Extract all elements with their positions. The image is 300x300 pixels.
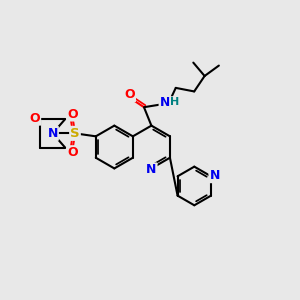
Text: N: N (47, 127, 58, 140)
Text: N: N (146, 164, 157, 176)
Text: N: N (160, 96, 170, 109)
Text: H: H (170, 97, 179, 107)
Text: N: N (209, 169, 220, 182)
Text: O: O (67, 146, 78, 159)
Text: O: O (124, 88, 135, 101)
Text: S: S (70, 127, 80, 140)
Text: O: O (67, 107, 78, 121)
Text: O: O (30, 112, 40, 125)
